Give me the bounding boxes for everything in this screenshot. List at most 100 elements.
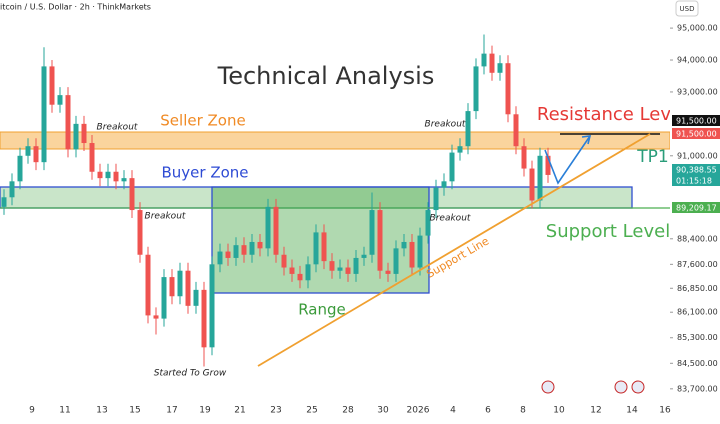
badge-bg bbox=[672, 128, 720, 139]
buyer-zone-label: Buyer Zone bbox=[161, 164, 248, 182]
candle-body bbox=[1, 197, 7, 207]
projection-arrow bbox=[544, 135, 591, 185]
candle-body bbox=[81, 123, 87, 144]
candle-body bbox=[329, 261, 335, 271]
event-icons bbox=[541, 380, 645, 394]
candle-body bbox=[97, 171, 103, 179]
candle-body bbox=[505, 63, 511, 115]
candle-body bbox=[449, 152, 455, 182]
y-tick-label: 84,500.00 bbox=[677, 359, 718, 368]
x-tick-label: 10 bbox=[553, 406, 565, 416]
y-tick-label: 95,000.00 bbox=[677, 24, 718, 33]
candle-body bbox=[185, 270, 191, 306]
x-tick-label: 15 bbox=[129, 406, 140, 416]
badges: 91,500.00 91,500.00 90,388.55 01:15:18 8… bbox=[672, 115, 720, 213]
y-tick-label: 94,000.00 bbox=[677, 56, 718, 65]
x-tick-label: 6 bbox=[485, 406, 491, 416]
x-tick-label: 14 bbox=[626, 406, 638, 416]
candle-body bbox=[201, 289, 207, 348]
candle-body bbox=[377, 210, 383, 271]
price-badge: 90,388.55 bbox=[676, 166, 717, 175]
x-tick-label: 12 bbox=[590, 406, 601, 416]
y-tick-label: 93,000.00 bbox=[677, 87, 718, 96]
candle-body bbox=[209, 264, 215, 348]
candle-body bbox=[225, 251, 231, 258]
x-tick-label: 2026 bbox=[407, 406, 430, 416]
price-badge: 91,500.00 bbox=[676, 130, 717, 139]
x-tick-label: 4 bbox=[450, 406, 456, 416]
candle-body bbox=[233, 245, 239, 258]
candle-body bbox=[521, 146, 527, 169]
y-tick-label: 85,300.00 bbox=[677, 333, 718, 342]
candle-body bbox=[337, 267, 343, 271]
candle-body bbox=[273, 206, 279, 255]
x-tick-label: 13 bbox=[96, 406, 107, 416]
candle-body bbox=[105, 171, 111, 179]
candle-body bbox=[481, 53, 487, 67]
x-tick-label: 28 bbox=[342, 406, 354, 416]
candle-body bbox=[89, 143, 95, 172]
candle-body bbox=[361, 254, 367, 258]
candle-body bbox=[65, 95, 71, 150]
candle-body bbox=[465, 111, 471, 147]
y-axis: 95,000.00 94,000.00 93,000.00 91,000.00 88,4… bbox=[670, 24, 718, 393]
x-tick-label: 16 bbox=[659, 406, 671, 416]
currency-box bbox=[675, 0, 699, 17]
candles bbox=[1, 34, 551, 367]
candle-body bbox=[305, 264, 311, 281]
candle-body bbox=[265, 206, 271, 249]
candle-body bbox=[137, 210, 143, 255]
candle-body bbox=[121, 178, 127, 182]
support-level-label: Support Level bbox=[546, 221, 670, 242]
candle-body bbox=[241, 245, 247, 255]
countdown: 01:15:18 bbox=[676, 177, 712, 186]
candle-body bbox=[257, 241, 263, 249]
price-badge: 89,209.17 bbox=[676, 204, 717, 213]
candle-body bbox=[473, 66, 479, 112]
y-tick-label: 87,600.00 bbox=[677, 260, 718, 269]
candle-body bbox=[537, 155, 543, 201]
candle-body bbox=[129, 178, 135, 211]
badge-bg bbox=[672, 115, 720, 126]
candle-body bbox=[193, 289, 199, 306]
candle-body bbox=[289, 267, 295, 274]
candle-body bbox=[393, 248, 399, 274]
candle-body bbox=[321, 232, 327, 262]
breakout-label: Breakout bbox=[430, 214, 471, 224]
breakout-label: Breakout bbox=[425, 120, 466, 130]
candle-body bbox=[545, 155, 551, 175]
candle-body bbox=[33, 146, 39, 163]
candle-body bbox=[249, 241, 255, 255]
candle-body bbox=[9, 181, 15, 198]
candle-body bbox=[161, 277, 167, 319]
resistance-label: Resistance Level bbox=[537, 104, 687, 125]
y-tick-label: 86,850.00 bbox=[677, 284, 718, 293]
breakout-label: Breakout bbox=[97, 123, 138, 133]
badge-bg bbox=[672, 202, 720, 213]
support-line bbox=[257, 133, 651, 367]
candle-body bbox=[433, 187, 439, 211]
candle-body bbox=[417, 235, 423, 268]
candle-body bbox=[441, 181, 447, 188]
x-tick-label: 23 bbox=[270, 406, 281, 416]
candle-body bbox=[113, 171, 119, 182]
currency: USD bbox=[680, 5, 695, 13]
x-tick-label: 30 bbox=[377, 406, 389, 416]
y-tick-label: 91,000.00 bbox=[677, 151, 718, 160]
candle-body bbox=[313, 232, 319, 265]
drawings bbox=[257, 133, 651, 367]
x-tick-label: 21 bbox=[234, 406, 245, 416]
arrow-head bbox=[581, 135, 592, 145]
x-tick-label: 9 bbox=[29, 406, 35, 416]
candle-body bbox=[25, 146, 31, 156]
candle-body bbox=[457, 146, 463, 153]
candle-body bbox=[385, 270, 391, 274]
candle-body bbox=[145, 254, 151, 316]
x-tick-label: 11 bbox=[59, 406, 70, 416]
badge-bg bbox=[672, 164, 720, 186]
price-badge: 91,500.00 bbox=[676, 117, 717, 126]
candle-body bbox=[73, 123, 79, 150]
started-label: Started To Grow bbox=[154, 369, 227, 379]
candle-body bbox=[217, 251, 223, 265]
